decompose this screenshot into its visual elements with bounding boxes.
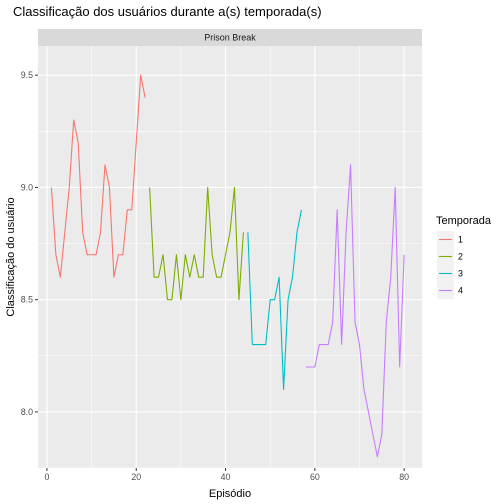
x-tick-label: 20 bbox=[131, 472, 141, 482]
series-line-2 bbox=[149, 186, 244, 301]
facet-strip bbox=[38, 29, 422, 46]
axis-ticks: 0 20 40 60 80 8.0 8.5 9.0 9.5 bbox=[21, 70, 409, 482]
chart-title: Classificação dos usuários durante a(s) … bbox=[13, 4, 322, 19]
series-line-4 bbox=[305, 164, 405, 458]
x-tick-label: 40 bbox=[221, 472, 231, 482]
y-axis-title: Classificação do usuário bbox=[5, 197, 17, 316]
y-tick-label: 8.0 bbox=[21, 407, 33, 417]
legend-label-1: 1 bbox=[458, 235, 463, 245]
legend: Temporada 1 2 3 4 bbox=[436, 215, 492, 299]
y-tick-label: 9.0 bbox=[21, 182, 33, 192]
series-line-1 bbox=[50, 74, 146, 278]
x-tick-label: 60 bbox=[310, 472, 320, 482]
y-tick-label: 8.5 bbox=[21, 295, 33, 305]
x-tick-label: 0 bbox=[44, 472, 49, 482]
series-line-3 bbox=[247, 209, 302, 390]
plot-panel bbox=[38, 46, 422, 468]
grid-lines bbox=[38, 46, 422, 469]
facet-label: Prison Break bbox=[204, 33, 256, 43]
legend-label-3: 3 bbox=[458, 269, 463, 279]
x-tick-label: 80 bbox=[399, 472, 409, 482]
series-lines bbox=[50, 74, 405, 458]
legend-label-2: 2 bbox=[458, 252, 463, 262]
y-tick-label: 9.5 bbox=[21, 70, 33, 80]
legend-items: 1 2 3 4 bbox=[437, 231, 463, 299]
legend-title: Temporada bbox=[436, 215, 492, 227]
legend-label-4: 4 bbox=[458, 286, 463, 296]
x-axis-title: Episódio bbox=[209, 488, 251, 500]
